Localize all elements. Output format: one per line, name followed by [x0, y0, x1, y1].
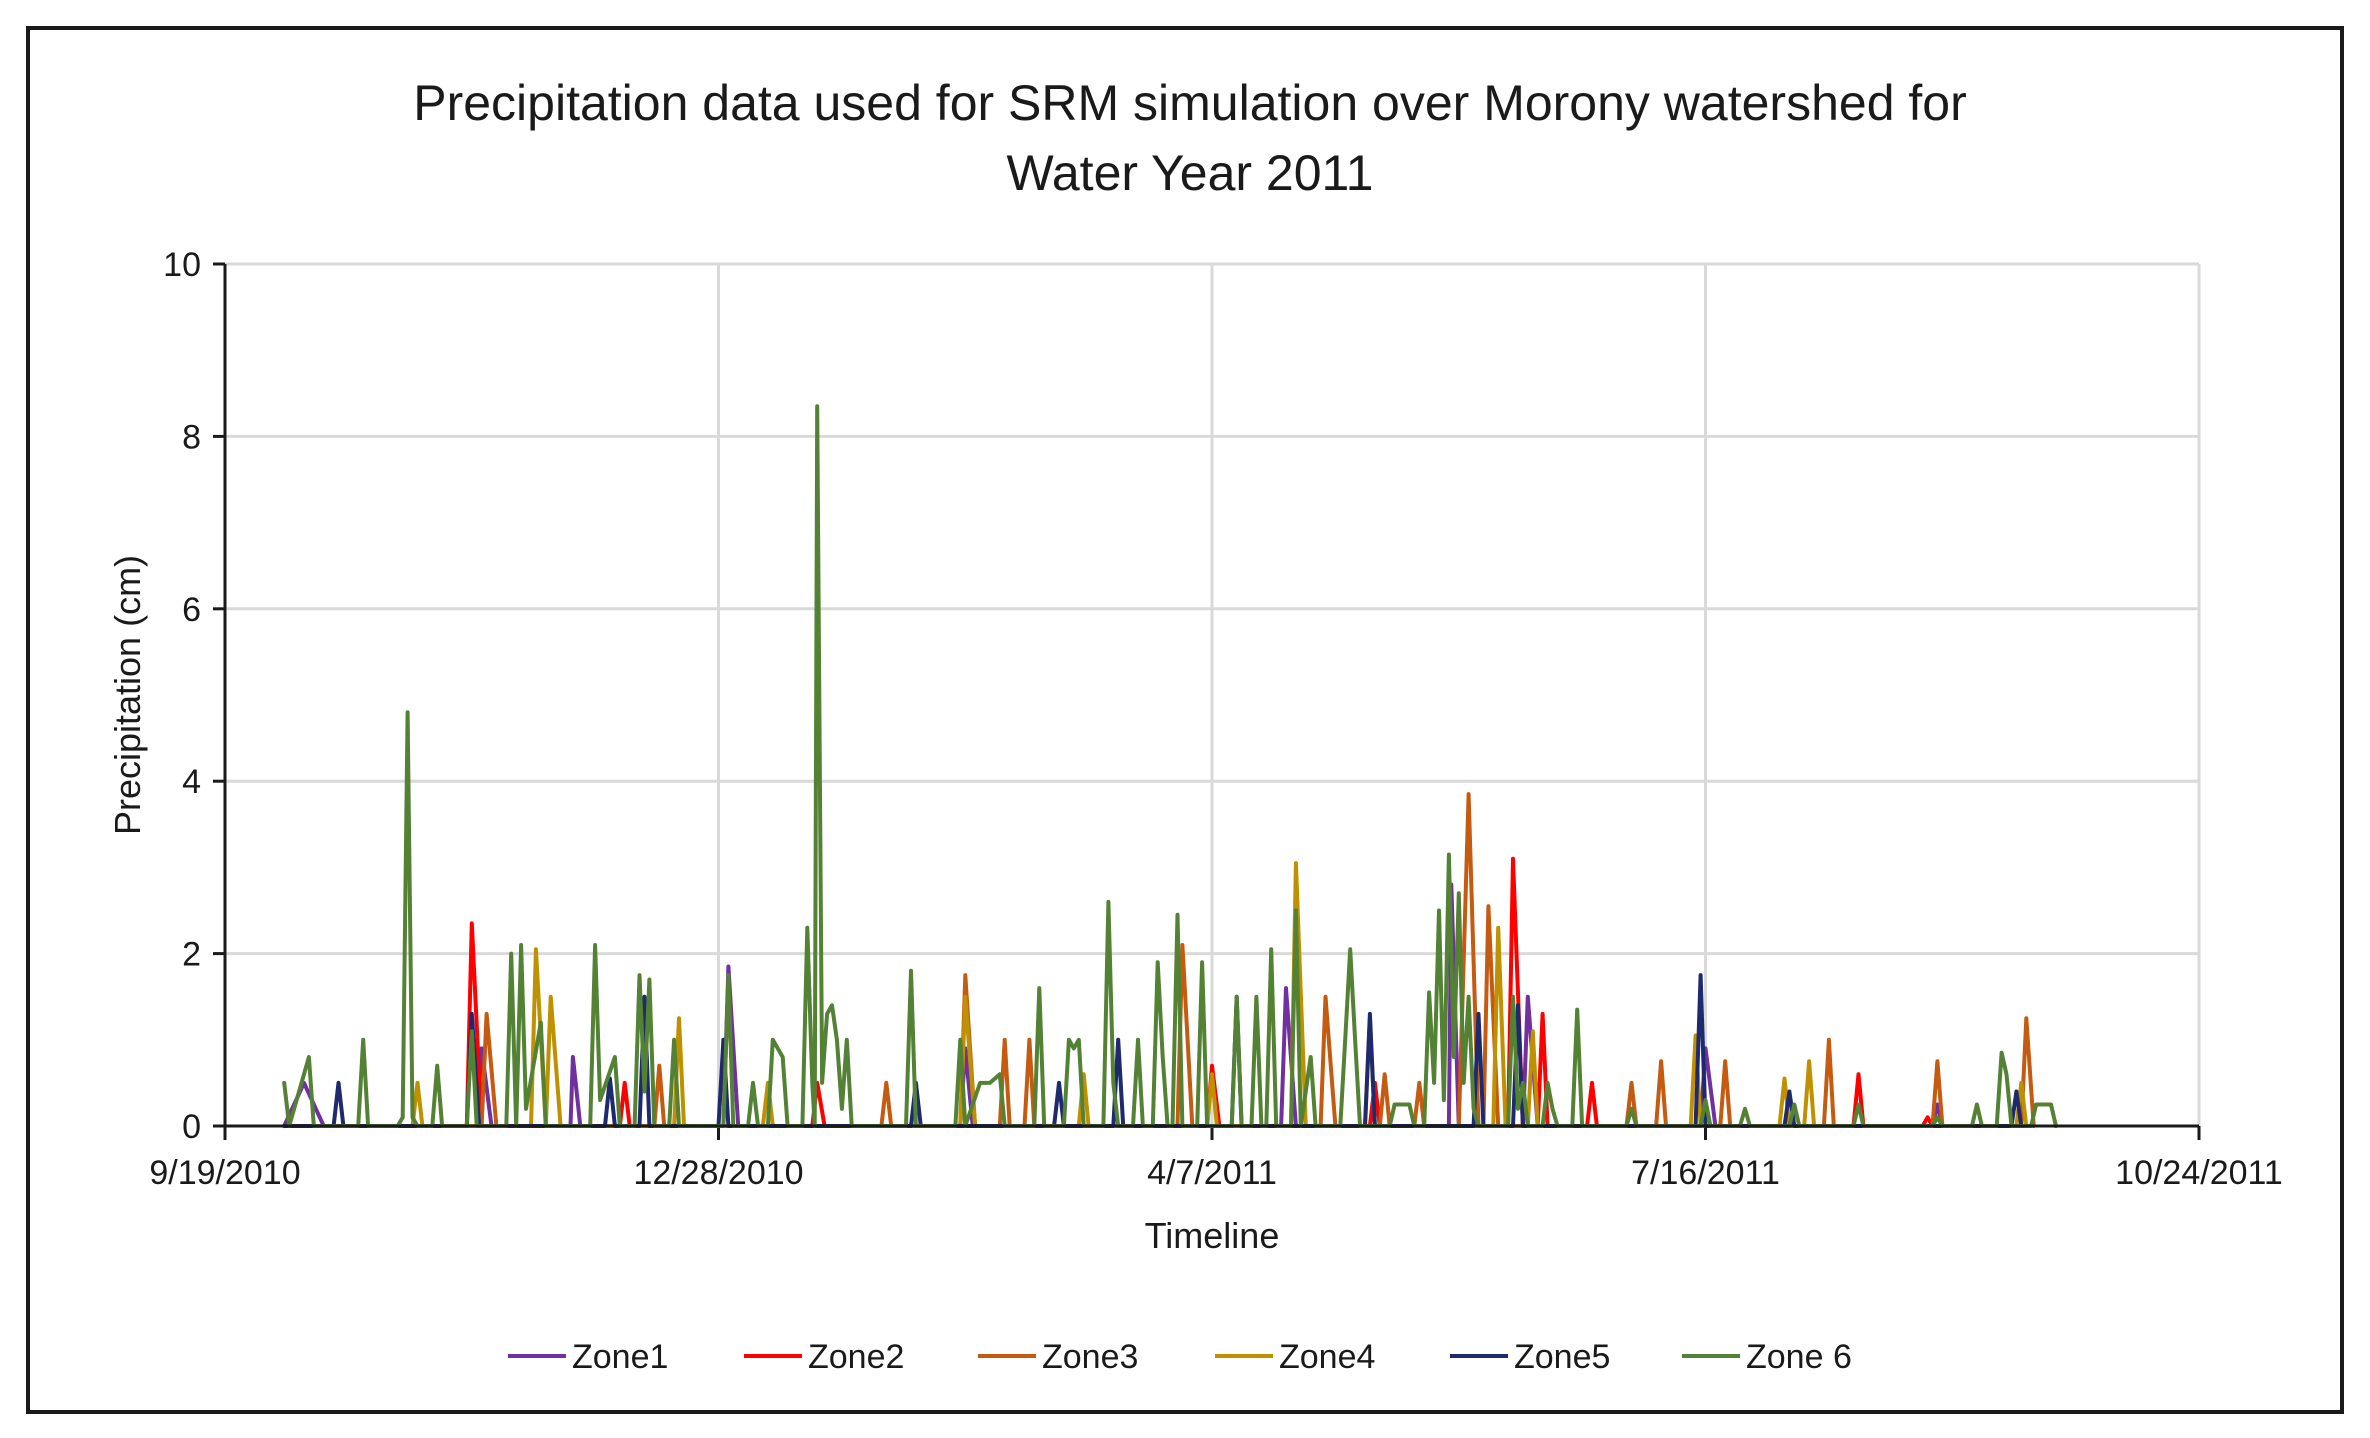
data-series	[282, 404, 2058, 1128]
x-axis-label: Timeline	[1145, 1215, 1280, 1256]
y-tick-label: 4	[182, 763, 201, 801]
legend-label: Zone3	[1042, 1338, 1138, 1376]
legend-label: Zone4	[1279, 1338, 1375, 1376]
chart-frame: Precipitation data used for SRM simulati…	[26, 26, 2344, 1414]
legend-label: Zone2	[808, 1338, 904, 1376]
legend-label: Zone 6	[1746, 1338, 1852, 1376]
y-axis-ticks: 0 2 4 6 8 10	[163, 246, 225, 1146]
x-tick-label: 4/7/2011	[1147, 1154, 1277, 1192]
chart-title-line-2: Water Year 2011	[1007, 145, 1374, 201]
gridlines	[225, 262, 2201, 1126]
legend: Zone1 Zone2 Zone3 Zone4 Zone5 Zone 6	[508, 1338, 1852, 1376]
precipitation-chart: Precipitation data used for SRM simulati…	[107, 75, 2283, 1376]
y-tick-label: 0	[182, 1108, 201, 1146]
y-tick-label: 10	[163, 246, 201, 284]
x-tick-label: 9/19/2010	[149, 1154, 300, 1192]
x-axis-ticks: 9/19/2010 12/28/2010 4/7/2011 7/16/2011 10/2…	[149, 1126, 2283, 1192]
legend-label: Zone5	[1514, 1338, 1610, 1376]
x-tick-label: 7/16/2011	[1631, 1154, 1780, 1192]
x-tick-label: 10/24/2011	[2115, 1154, 2283, 1192]
x-tick-label: 12/28/2010	[633, 1154, 803, 1192]
y-tick-label: 2	[182, 936, 201, 974]
y-tick-label: 6	[182, 591, 201, 629]
legend-label: Zone1	[572, 1338, 668, 1376]
chart-title-line-1: Precipitation data used for SRM simulati…	[413, 75, 1967, 131]
series-line-zone5	[282, 973, 2024, 1128]
y-tick-label: 8	[182, 418, 201, 456]
y-axis-label: Precipitation (cm)	[107, 555, 148, 835]
axes	[223, 264, 2199, 1128]
